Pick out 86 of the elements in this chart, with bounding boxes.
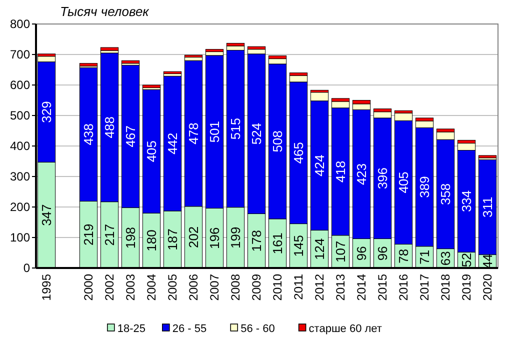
data-label: 198 <box>123 226 138 249</box>
y-tick-label: 700 <box>10 48 30 62</box>
y-tick-label: 600 <box>10 78 30 92</box>
data-label: 389 <box>417 176 432 198</box>
bar <box>226 42 245 46</box>
y-tick-label: 0 <box>23 261 30 275</box>
data-label: 145 <box>291 235 306 257</box>
bar <box>478 155 497 158</box>
data-label: 199 <box>228 226 243 249</box>
x-tick-label: 2010 <box>270 274 284 301</box>
y-tick-label: 200 <box>10 200 30 214</box>
data-label: 63 <box>438 251 453 266</box>
data-label: 438 <box>81 124 96 146</box>
x-tick-label: 2005 <box>166 274 180 301</box>
x-tick-label: 2016 <box>396 274 410 301</box>
data-label: 467 <box>123 126 138 148</box>
x-tick-label: 2011 <box>292 274 306 300</box>
bar <box>163 71 182 74</box>
data-label: 418 <box>333 160 348 182</box>
x-tick-label: 2018 <box>438 274 452 301</box>
x-tick-label: 2004 <box>144 274 158 301</box>
data-label: 508 <box>270 130 285 152</box>
data-label: 347 <box>39 204 54 226</box>
data-label: 44 <box>480 254 495 269</box>
data-label: 180 <box>144 230 159 252</box>
data-label: 71 <box>417 250 432 264</box>
data-label: 465 <box>291 142 306 164</box>
data-label: 358 <box>438 183 453 206</box>
legend-label: 56 - 60 <box>240 323 275 335</box>
data-label: 424 <box>312 154 327 176</box>
bar <box>205 49 224 52</box>
data-label: 329 <box>39 101 54 123</box>
x-tick-label: 2000 <box>82 274 96 301</box>
data-label: 515 <box>228 118 243 140</box>
data-label: 501 <box>207 120 222 143</box>
bar <box>121 60 140 64</box>
data-label: 488 <box>102 116 117 138</box>
data-label: 405 <box>144 140 159 162</box>
data-label: 178 <box>249 230 264 252</box>
x-tick-label: 2017 <box>418 274 432 301</box>
data-label: 396 <box>375 167 390 190</box>
x-tick-label: 2013 <box>334 274 348 301</box>
y-tick-label: 800 <box>10 17 30 31</box>
data-label: 334 <box>459 190 474 212</box>
data-label: 442 <box>165 132 180 154</box>
y-tick-label: 300 <box>10 170 30 184</box>
bar <box>142 84 161 88</box>
data-label: 78 <box>396 248 411 264</box>
y-tick-label: 100 <box>10 230 30 244</box>
data-label: 96 <box>375 246 390 261</box>
bar <box>100 47 119 51</box>
x-tick-label: 2009 <box>250 274 264 301</box>
data-label: 187 <box>165 228 180 250</box>
bar <box>247 46 266 50</box>
data-label: 96 <box>354 246 369 261</box>
data-label: 124 <box>312 238 327 260</box>
x-tick-label: 2015 <box>376 274 390 301</box>
chart-title: Тысяч человек <box>60 4 150 19</box>
x-tick-label: 2008 <box>228 274 242 301</box>
x-tick-label: 1995 <box>40 274 54 301</box>
data-label: 524 <box>249 122 264 145</box>
y-tick-label: 400 <box>10 139 30 153</box>
data-label: 202 <box>186 226 201 248</box>
bar <box>184 54 203 58</box>
data-label: 161 <box>270 232 285 254</box>
data-label: 478 <box>186 122 201 144</box>
legend-label: старше 60 лет <box>308 323 382 335</box>
data-label: 52 <box>459 252 474 268</box>
legend-label: 26 - 55 <box>172 323 207 335</box>
data-label: 219 <box>81 224 96 246</box>
legend-label: 18-25 <box>117 323 146 335</box>
x-tick-label: 2014 <box>354 274 368 301</box>
y-tick-label: 500 <box>10 108 30 122</box>
x-tick-label: 2012 <box>312 274 326 301</box>
x-tick-label: 2019 <box>460 274 474 301</box>
x-tick-label: 2007 <box>208 274 222 301</box>
data-label: 405 <box>396 172 411 194</box>
data-label: 311 <box>480 196 495 218</box>
x-tick-label: 2006 <box>186 274 200 301</box>
data-label: 196 <box>207 227 222 249</box>
data-label: 423 <box>354 163 369 186</box>
data-label: 217 <box>102 224 117 246</box>
data-label: 107 <box>333 240 348 263</box>
x-tick-label: 2002 <box>102 274 116 301</box>
x-tick-label: 2003 <box>124 274 138 301</box>
x-tick-label: 2020 <box>480 274 494 301</box>
